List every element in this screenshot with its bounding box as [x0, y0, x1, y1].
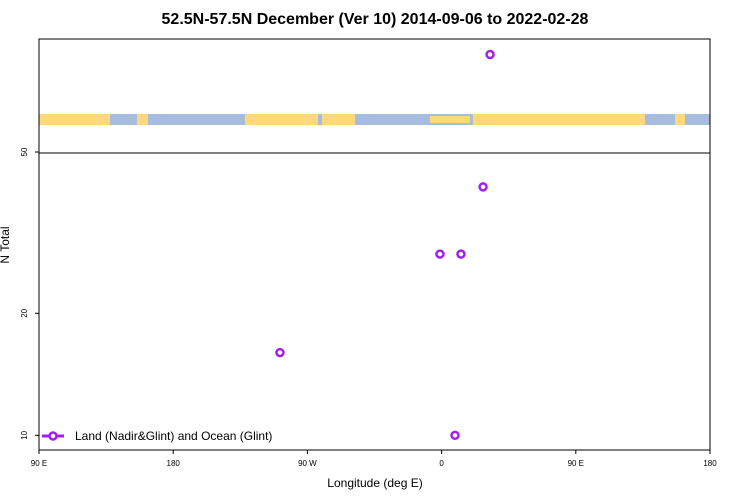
y-axis-label: N Total	[0, 226, 12, 263]
x-tick-label: 90 E	[31, 459, 47, 468]
point	[456, 249, 466, 259]
x-tick-label: 180	[167, 459, 181, 468]
chart-title: 52.5N-57.5N December (Ver 10) 2014-09-06…	[162, 11, 589, 28]
plot-frame	[38, 38, 711, 451]
point	[435, 249, 445, 259]
point	[478, 182, 488, 192]
x-axis-label: Longitude (deg E)	[327, 476, 422, 490]
y-tick-label: 20	[20, 308, 29, 317]
x-tick-label: 90 W	[298, 459, 317, 468]
y-tick-label: 50	[20, 147, 29, 156]
legend: Land (Nadir&Glint) and Ocean (Glint)	[42, 429, 272, 443]
point	[450, 430, 460, 441]
x-tick-label: 0	[439, 459, 444, 468]
legend-label: Land (Nadir&Glint) and Ocean (Glint)	[75, 429, 272, 443]
y-tick-label: 10	[20, 430, 29, 439]
x-tick-label: 90 E	[568, 459, 584, 468]
x-tick-label: 180	[703, 459, 717, 468]
map-strip	[39, 114, 710, 125]
legend-marker	[48, 431, 58, 441]
point	[275, 347, 285, 358]
point	[485, 49, 495, 60]
